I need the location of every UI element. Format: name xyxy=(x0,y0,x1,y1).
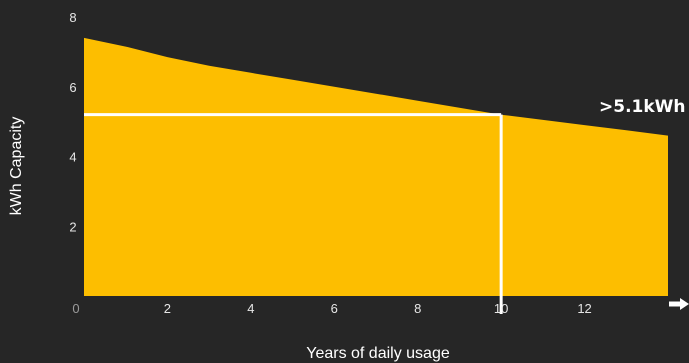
x-tick-label: 8 xyxy=(414,301,421,316)
x-axis-arrow-icon xyxy=(669,298,689,310)
x-axis-title: Years of daily usage xyxy=(306,345,450,362)
reference-callout-label: >5.1kWh xyxy=(599,97,686,117)
x-tick-label: 4 xyxy=(247,301,254,316)
capacity-area-series-0 xyxy=(84,37,668,297)
x-tick-label: 6 xyxy=(331,301,338,316)
y-axis-title: kWh Capacity xyxy=(8,117,25,216)
y-tick-label: 6 xyxy=(69,80,76,95)
y-tick-label: 8 xyxy=(69,10,76,25)
y-tick-label: 4 xyxy=(69,150,76,165)
origin-label: 0 xyxy=(72,301,79,316)
x-tick-label: 12 xyxy=(577,301,591,316)
x-tick-label: 2 xyxy=(164,301,171,316)
y-tick-label: 2 xyxy=(69,219,76,234)
x-tick-label: 10 xyxy=(494,301,508,316)
